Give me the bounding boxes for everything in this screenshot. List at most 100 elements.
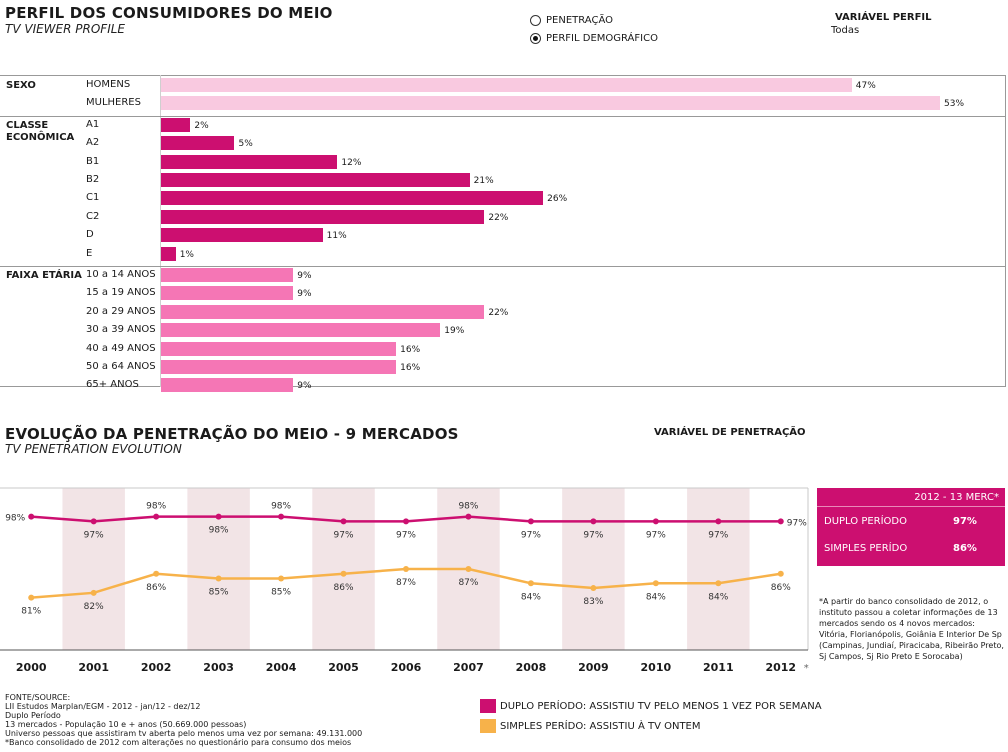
bar-value-label: 11% (326, 231, 347, 242)
x-tick-label: 2000 (16, 661, 47, 674)
bar[interactable] (161, 78, 852, 92)
data-label: 83% (583, 597, 603, 607)
data-point[interactable] (215, 575, 222, 582)
data-label: 84% (646, 592, 666, 602)
data-point[interactable] (340, 570, 347, 577)
category-label: MULHERES (86, 97, 141, 109)
bar[interactable] (161, 136, 235, 151)
radio-perfil-demografico[interactable]: PERFIL DEMOGRÁFICO (530, 33, 658, 44)
bar[interactable] (161, 173, 470, 187)
variable-profile-label: VARIÁVEL PERFIL (835, 12, 932, 23)
bar[interactable] (161, 360, 397, 374)
variable-profile-value[interactable]: Todas (831, 25, 860, 36)
data-label: 97% (521, 530, 541, 540)
data-label: 86% (146, 583, 166, 593)
data-label: 85% (209, 588, 229, 598)
data-point[interactable] (777, 518, 784, 525)
year-band (562, 488, 625, 650)
x-tick-label: 2003 (203, 661, 234, 674)
source-line: *Banco consolidado de 2012 com alteraçõe… (5, 738, 352, 747)
bar[interactable] (161, 304, 485, 319)
data-point[interactable] (153, 513, 160, 520)
data-label: 98% (5, 514, 25, 524)
x-tick-label: 2006 (391, 661, 422, 674)
data-point[interactable] (652, 580, 659, 587)
summary-duplo-value: 97% (953, 516, 977, 527)
penetration-variable-label[interactable]: VARIÁVEL DE PENETRAÇÃO (654, 427, 806, 438)
data-point[interactable] (90, 518, 97, 525)
x-tick-label: 2012 (765, 661, 796, 674)
data-label: 84% (708, 592, 728, 602)
data-label: 86% (334, 583, 354, 593)
bar-value-label: 12% (341, 157, 362, 168)
source-line: Duplo Período (5, 711, 61, 720)
category-label: 30 a 39 ANOS (86, 324, 156, 336)
data-label: 87% (458, 578, 478, 588)
bar-value-label: 16% (400, 344, 421, 355)
category-label: C2 (86, 210, 100, 222)
bar[interactable] (161, 378, 294, 393)
category-label: E (86, 247, 93, 259)
bar-value-label: 21% (473, 176, 494, 186)
data-point[interactable] (278, 575, 285, 582)
data-label: 85% (271, 588, 291, 598)
summary-divider (817, 506, 1005, 507)
axis-line (160, 75, 161, 387)
bar[interactable] (161, 246, 176, 261)
bar[interactable] (161, 209, 485, 224)
bar[interactable] (161, 191, 544, 206)
radio-label: PENETRAÇÃO (546, 15, 613, 26)
bar[interactable] (161, 228, 323, 243)
data-point[interactable] (590, 518, 597, 525)
year-band (312, 488, 375, 650)
data-point[interactable] (278, 513, 285, 520)
legend-label-simples: SIMPLES PERÍDO: ASSISTIU À TV ONTEM (500, 721, 701, 732)
summary-header: 2012 - 13 MERC* (914, 492, 999, 503)
x-tick-label: 2004 (266, 661, 297, 674)
data-point[interactable] (777, 570, 784, 577)
bar[interactable] (161, 96, 940, 111)
bar[interactable] (161, 323, 441, 338)
data-point[interactable] (590, 585, 597, 592)
source-line: Universo pessoas que assistiram tv abert… (5, 729, 363, 738)
bar-value-label: 2% (194, 120, 209, 131)
bar[interactable] (161, 341, 397, 356)
data-point[interactable] (215, 513, 222, 520)
data-point[interactable] (527, 580, 534, 587)
data-label: 97% (708, 530, 728, 540)
bar-value-label: 22% (488, 307, 509, 318)
bar[interactable] (161, 286, 294, 301)
bar-value-label: 53% (944, 99, 965, 110)
data-point[interactable] (90, 589, 97, 596)
radio-penetracao[interactable]: PENETRAÇÃO (530, 15, 613, 26)
data-point[interactable] (403, 518, 409, 525)
group-separator (0, 266, 1006, 267)
bar[interactable] (161, 268, 294, 282)
bar[interactable] (161, 154, 338, 169)
year-band (687, 488, 750, 650)
category-label: A1 (86, 118, 100, 130)
data-point[interactable] (465, 566, 472, 572)
evolution-subtitle: TV PENETRATION EVOLUTION (5, 442, 182, 456)
legend-swatch-duplo (480, 699, 496, 713)
radio-button-icon[interactable] (530, 15, 541, 26)
category-label: 10 a 14 ANOS (86, 269, 156, 280)
bar[interactable] (161, 117, 191, 132)
data-point[interactable] (340, 518, 347, 525)
data-point[interactable] (715, 580, 722, 587)
bar-value-label: 16% (400, 363, 421, 373)
data-point[interactable] (465, 513, 472, 520)
data-point[interactable] (153, 570, 160, 577)
category-label: 50 a 64 ANOS (86, 361, 156, 372)
data-point[interactable] (403, 566, 409, 572)
data-label: 87% (396, 578, 416, 588)
data-point[interactable] (527, 518, 534, 525)
radio-button-selected-icon[interactable] (530, 33, 541, 44)
data-point[interactable] (28, 594, 35, 601)
data-label: 98% (209, 526, 229, 536)
data-point[interactable] (652, 518, 659, 525)
data-point[interactable] (28, 513, 35, 520)
bar-value-label: 9% (297, 289, 312, 300)
data-point[interactable] (715, 518, 722, 525)
legend-label-duplo: DUPLO PERÍODO: ASSISTIU TV PELO MENOS 1 … (500, 701, 822, 712)
